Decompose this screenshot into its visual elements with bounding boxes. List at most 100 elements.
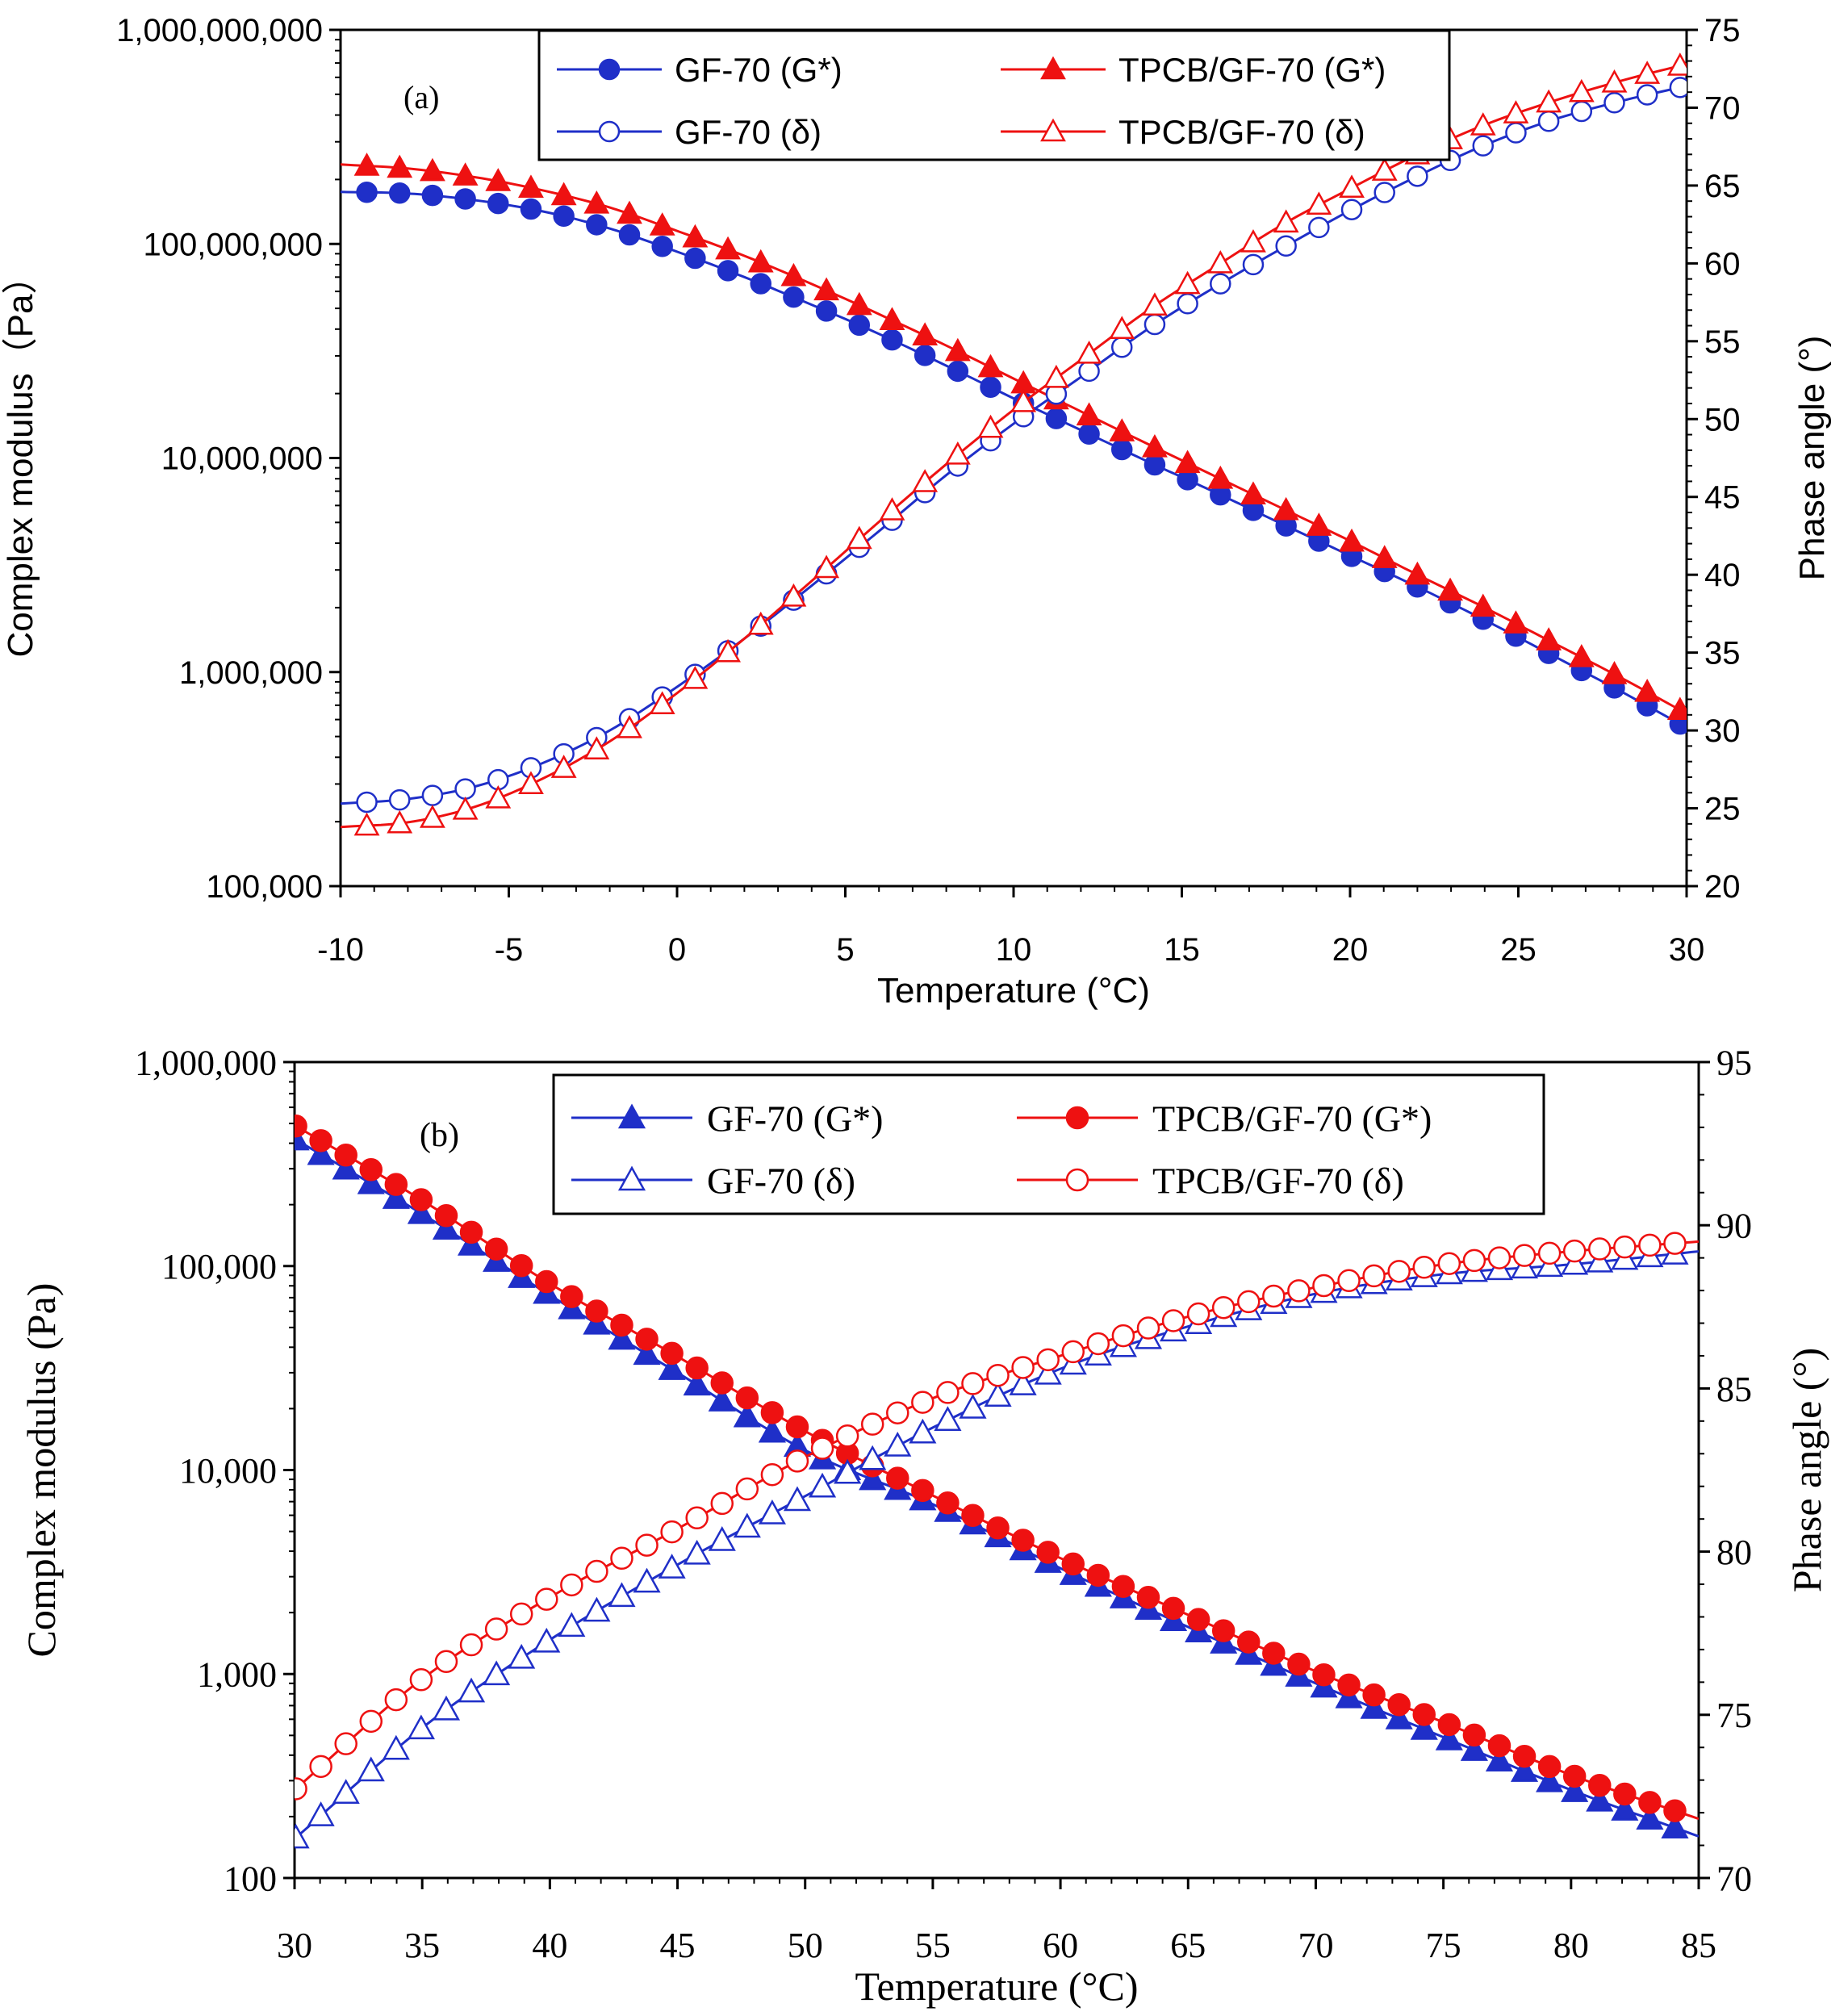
data-point xyxy=(1586,1786,1614,1812)
data-point xyxy=(1435,1725,1463,1750)
x-tick-label: 20 xyxy=(1332,932,1369,968)
data-point xyxy=(520,198,542,220)
data-point xyxy=(1536,1767,1564,1792)
data-point xyxy=(608,1582,636,1608)
legend-item: TPCB/GF-70 (G*) xyxy=(1017,1098,1432,1140)
data-point xyxy=(1407,165,1428,187)
data-point xyxy=(1240,228,1266,253)
x-tick-label: 70 xyxy=(1298,1926,1333,1965)
y-left-tick-label: 100,000 xyxy=(206,869,323,905)
data-point xyxy=(914,345,936,366)
data-point xyxy=(1210,273,1231,295)
legend-label: TPCB/GF-70 (δ) xyxy=(1118,113,1365,151)
data-point xyxy=(783,1486,812,1512)
legend-marker xyxy=(598,120,621,143)
data-point xyxy=(1460,1736,1488,1761)
x-tick-label: -5 xyxy=(495,932,524,968)
data-point xyxy=(409,1668,433,1692)
x-tick-label: 30 xyxy=(1669,932,1705,968)
data-point xyxy=(1503,100,1529,123)
y-right-tick-label: 65 xyxy=(1704,169,1741,204)
data-point xyxy=(1161,1309,1185,1332)
legend: GF-70 (G*) TPCB/GF-70 (G*) GF-70 (δ) TPCB/G… xyxy=(552,1073,1545,1215)
data-point xyxy=(944,441,971,465)
data-point xyxy=(911,1391,934,1414)
data-point xyxy=(1306,191,1332,215)
legend-marker xyxy=(617,1103,646,1129)
legend-marker xyxy=(1065,1168,1089,1192)
data-point xyxy=(359,1158,383,1182)
data-point xyxy=(353,812,380,836)
data-point xyxy=(1636,1805,1664,1830)
data-point xyxy=(1043,364,1069,388)
data-point xyxy=(986,1363,1010,1387)
y-right-tick-label: 70 xyxy=(1704,90,1741,126)
data-point xyxy=(550,182,577,206)
data-point xyxy=(1537,1241,1562,1265)
data-point xyxy=(846,525,872,550)
data-point xyxy=(1211,1619,1235,1642)
data-point xyxy=(750,273,771,295)
series-gf-70- xyxy=(341,77,1687,814)
data-point xyxy=(710,1371,734,1395)
data-point xyxy=(977,353,1004,378)
data-point xyxy=(1586,1247,1614,1273)
data-point xyxy=(1437,1252,1461,1275)
data-point xyxy=(1211,1295,1235,1320)
x-tick-label: 10 xyxy=(996,932,1032,968)
data-point xyxy=(357,1169,385,1194)
legend-label: GF-70 (G*) xyxy=(707,1098,883,1140)
data-point xyxy=(1034,1359,1062,1385)
data-point xyxy=(432,1695,461,1721)
data-point xyxy=(1666,696,1687,721)
data-point xyxy=(432,1215,461,1240)
data-point xyxy=(780,583,807,607)
y-right-tick-label: 60 xyxy=(1704,246,1741,282)
data-point xyxy=(1410,1715,1438,1740)
y-left-tick-label: 1,000,000,000 xyxy=(116,13,323,48)
data-point xyxy=(332,1154,360,1180)
data-point xyxy=(617,714,642,738)
data-point xyxy=(961,1504,985,1528)
x-tick-label: 5 xyxy=(836,932,854,968)
data-point xyxy=(1613,1235,1637,1259)
panel-label: (a) xyxy=(403,79,439,115)
data-point xyxy=(309,1755,332,1779)
data-point xyxy=(1111,337,1133,358)
data-point xyxy=(585,1299,608,1323)
data-point xyxy=(1536,1252,1564,1278)
data-point xyxy=(295,1823,310,1849)
data-point xyxy=(747,249,774,273)
data-point xyxy=(452,162,479,186)
data-point xyxy=(1462,1723,1486,1747)
data-point xyxy=(1009,1370,1037,1395)
data-point xyxy=(1437,577,1464,601)
x-tick-label: 55 xyxy=(915,1926,951,1965)
legend-marker xyxy=(1040,118,1066,142)
data-point xyxy=(1339,528,1365,552)
data-point xyxy=(1144,454,1166,476)
data-point xyxy=(1010,388,1037,412)
data-point xyxy=(1262,1284,1286,1308)
data-point xyxy=(912,469,939,492)
data-point xyxy=(884,1431,912,1457)
data-point xyxy=(509,1602,533,1626)
data-point xyxy=(683,1539,711,1565)
data-point xyxy=(1562,1764,1587,1788)
data-point xyxy=(1174,450,1201,474)
data-point xyxy=(1186,1608,1210,1631)
data-point xyxy=(1512,1744,1537,1768)
y-right-tick-label: 45 xyxy=(1704,480,1741,516)
panel-a: -10 -5 0 5 10 15 20 25 30 100,000 1,000,000 10,000,… xyxy=(1,13,1832,1010)
legend: GF-70 (G*) TPCB/GF-70 (G*) GF-70 (δ) TPCB/G… xyxy=(537,29,1451,161)
data-point xyxy=(658,1554,686,1579)
y-left-tick-label: 1,000 xyxy=(197,1655,277,1695)
series-tpcb-gf-70- xyxy=(341,52,1687,836)
data-point xyxy=(1512,1244,1537,1267)
data-point xyxy=(1470,112,1496,136)
x-tick-label: 60 xyxy=(1043,1926,1078,1965)
data-point xyxy=(1144,313,1166,336)
data-point xyxy=(1636,84,1658,106)
data-point xyxy=(518,174,544,198)
data-point xyxy=(434,1650,458,1674)
